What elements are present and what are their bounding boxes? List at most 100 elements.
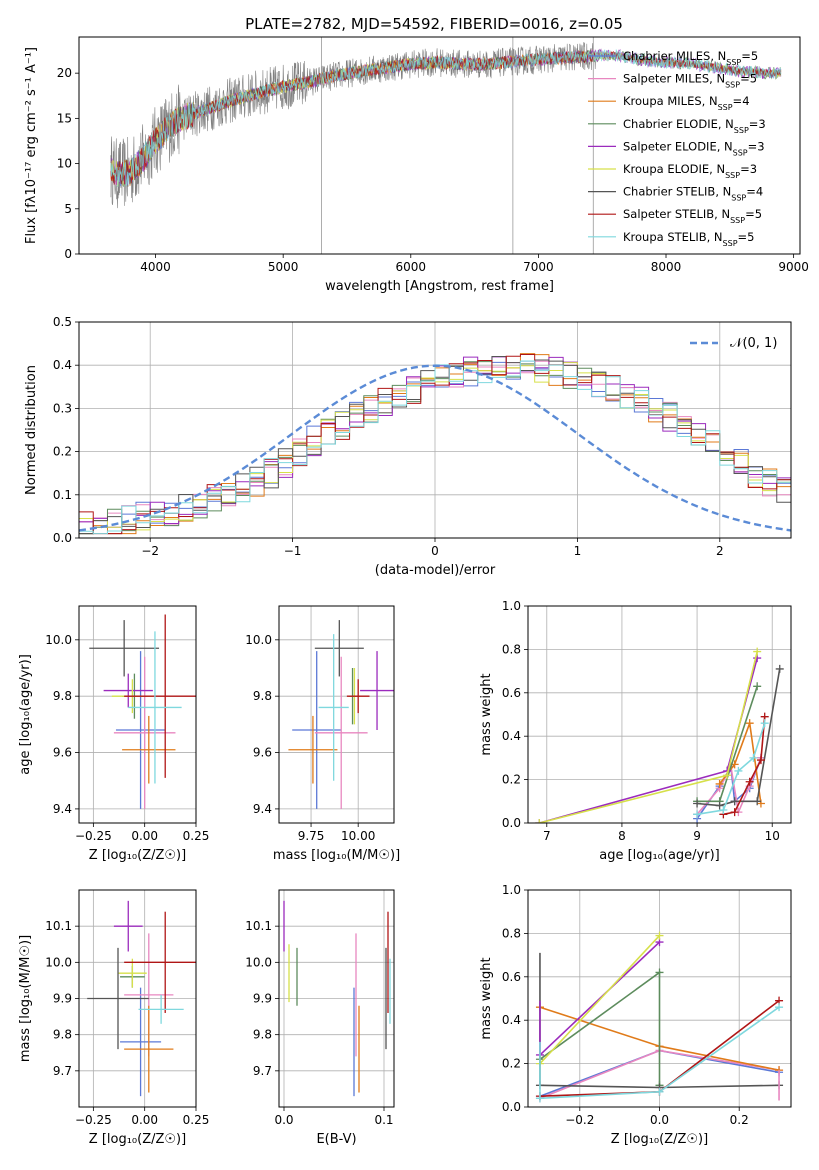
y-axis-label: mass weight bbox=[479, 673, 494, 755]
x-tick-label: 0.2 bbox=[730, 1113, 749, 1127]
mass-weight-marker bbox=[730, 808, 739, 817]
errorbar-point bbox=[115, 651, 166, 809]
legend-nssp-subscript: SSP bbox=[726, 58, 741, 67]
mass-weight-marker bbox=[775, 664, 784, 673]
legend-name: Kroupa MILES bbox=[623, 94, 702, 108]
mass-weight-marker bbox=[693, 810, 702, 819]
legend-nssp-eq: = bbox=[733, 94, 743, 108]
y-tick-label: 0.4 bbox=[502, 729, 521, 743]
y-tick-label: 0.0 bbox=[53, 531, 72, 545]
residual-histogram bbox=[79, 355, 791, 538]
legend-nssp-subscript: SSP bbox=[731, 193, 746, 202]
mass-weight-marker bbox=[753, 682, 762, 691]
legend-nssp-eq: = bbox=[746, 185, 756, 199]
errorbar-point bbox=[124, 1005, 174, 1093]
axes-frame bbox=[78, 321, 792, 539]
legend-name: Kroupa STELIB bbox=[623, 230, 707, 244]
y-tick-label: 9.8 bbox=[53, 689, 72, 703]
legend-entry: Chabrier STELIB, NSSP=4 bbox=[623, 185, 763, 203]
mass-weight-marker bbox=[730, 797, 739, 806]
mass-weight-marker bbox=[734, 766, 743, 775]
y-tick-label: 9.6 bbox=[253, 746, 272, 760]
legend-nssp-prefix: , N bbox=[709, 162, 725, 176]
legend-nssp-value: 4 bbox=[756, 185, 763, 199]
plot-area bbox=[89, 614, 196, 809]
weight-vs-z-plot: −0.2 0.0 0.2 0.0 0.2 0.4 0.6 0.8 1.0 Z [log₁₀(Z/Z… bbox=[479, 883, 792, 1147]
residual-histogram bbox=[79, 354, 791, 538]
y-axis-label: Flux [fλ10⁻¹⁷ erg cm⁻² s⁻¹ A⁻¹] bbox=[24, 47, 39, 244]
x-tick-label: 9000 bbox=[778, 260, 809, 274]
axes-frame bbox=[527, 889, 792, 1108]
residual-histogram bbox=[79, 360, 791, 538]
legend-nssp-subscript: SSP bbox=[734, 125, 749, 134]
axes-frame bbox=[278, 889, 395, 1108]
residuals-plot: −2 −1 0 1 2 0.0 0.1 0.2 0.3 0.4 0.5 (data-model)/er… bbox=[24, 315, 792, 578]
y-tick-label: 0.6 bbox=[502, 970, 521, 984]
legend-nssp-eq: = bbox=[740, 72, 750, 86]
y-axis-label: mass [log₁₀(M/M☉)] bbox=[18, 935, 33, 1062]
y-tick-label: 0.8 bbox=[502, 642, 521, 656]
y-tick-label: 0.8 bbox=[502, 926, 521, 940]
y-tick-label: 9.7 bbox=[253, 1064, 272, 1078]
legend-nssp-value: 5 bbox=[755, 207, 762, 221]
x-tick-label: 0.25 bbox=[183, 1113, 210, 1127]
errorbar-point bbox=[113, 656, 176, 809]
errorbar-point bbox=[118, 958, 147, 988]
legend-entry: Kroupa ELODIE, NSSP=3 bbox=[623, 162, 757, 180]
errorbar-point bbox=[122, 715, 176, 784]
mass-weight-line bbox=[539, 935, 661, 1065]
spectrum-plot: 4000 5000 6000 7000 8000 9000 0 5 10 15 20 waveleng… bbox=[24, 36, 809, 294]
legend-nssp-value: 3 bbox=[758, 117, 765, 131]
legend-nssp-value: 5 bbox=[747, 230, 754, 244]
y-tick-label: 9.7 bbox=[53, 1064, 72, 1078]
x-tick-label: −0.2 bbox=[565, 1113, 594, 1127]
legend-nssp-prefix: , N bbox=[717, 139, 733, 153]
x-tick-label: 0.25 bbox=[183, 829, 210, 843]
errorbar-point bbox=[128, 631, 182, 784]
legend-nssp-prefix: , N bbox=[715, 185, 731, 199]
y-tick-label: 10.1 bbox=[245, 919, 272, 933]
legend-name: Chabrier MILES bbox=[623, 49, 710, 63]
errorbar-point bbox=[138, 994, 184, 1024]
legend-nssp-eq: = bbox=[748, 139, 758, 153]
residual-histogram bbox=[79, 353, 791, 538]
x-axis-label: mass [log₁₀(M/M☉)] bbox=[273, 848, 400, 863]
errorbar-point bbox=[124, 911, 196, 1013]
mass-vs-z-plot: −0.25 0.00 0.25 9.7 9.8 9.9 10.0 10.1 Z [log₁₀(Z… bbox=[18, 889, 210, 1147]
x-axis-label: wavelength [Angstrom, rest frame] bbox=[325, 279, 554, 294]
mass-weight-marker bbox=[693, 799, 702, 808]
y-tick-label: 0 bbox=[64, 247, 72, 261]
axis-ticks: 4000 5000 6000 7000 8000 9000 0 5 10 15 20 bbox=[57, 66, 809, 274]
x-tick-label: 9.75 bbox=[298, 829, 325, 843]
mass-weight-marker bbox=[756, 756, 765, 765]
errorbar-point bbox=[87, 947, 149, 1050]
x-tick-label: 8 bbox=[618, 829, 626, 843]
x-tick-label: 2 bbox=[716, 544, 724, 558]
axis-ticks: 7 8 9 10 0.0 0.2 0.4 0.6 0.8 1.0 bbox=[502, 599, 791, 843]
model-spectrum-line bbox=[110, 48, 782, 188]
y-tick-label: 0.4 bbox=[502, 1013, 521, 1027]
residual-histogram bbox=[79, 362, 791, 538]
errorbar-point bbox=[314, 620, 364, 677]
legend-nssp-subscript: SSP bbox=[718, 103, 733, 112]
mass-weight-marker bbox=[655, 968, 664, 977]
y-tick-label: 0.0 bbox=[502, 1100, 521, 1114]
mass-weight-marker bbox=[655, 931, 664, 940]
y-axis-label: Normed distribution bbox=[24, 365, 39, 495]
x-tick-label: −1 bbox=[284, 544, 302, 558]
y-tick-label: 1.0 bbox=[502, 599, 521, 613]
legend-nssp-prefix: , N bbox=[718, 117, 734, 131]
plot-area bbox=[110, 37, 782, 254]
plot-area bbox=[283, 900, 391, 1097]
mass-weight-marker bbox=[745, 777, 754, 786]
y-tick-label: 15 bbox=[57, 111, 72, 125]
axes-frame bbox=[78, 36, 801, 255]
x-tick-label: 6000 bbox=[396, 260, 427, 274]
age-vs-z-plot: −0.25 0.00 0.25 9.4 9.6 9.8 10.0 Z [log₁₀(Z/Z☉)… bbox=[18, 605, 210, 863]
axes-frame bbox=[78, 889, 197, 1108]
legend-nssp-eq: = bbox=[749, 117, 759, 131]
x-tick-label: 5000 bbox=[268, 260, 299, 274]
errorbar-point bbox=[120, 987, 162, 1097]
x-axis-label: E(B-V) bbox=[316, 1132, 356, 1147]
